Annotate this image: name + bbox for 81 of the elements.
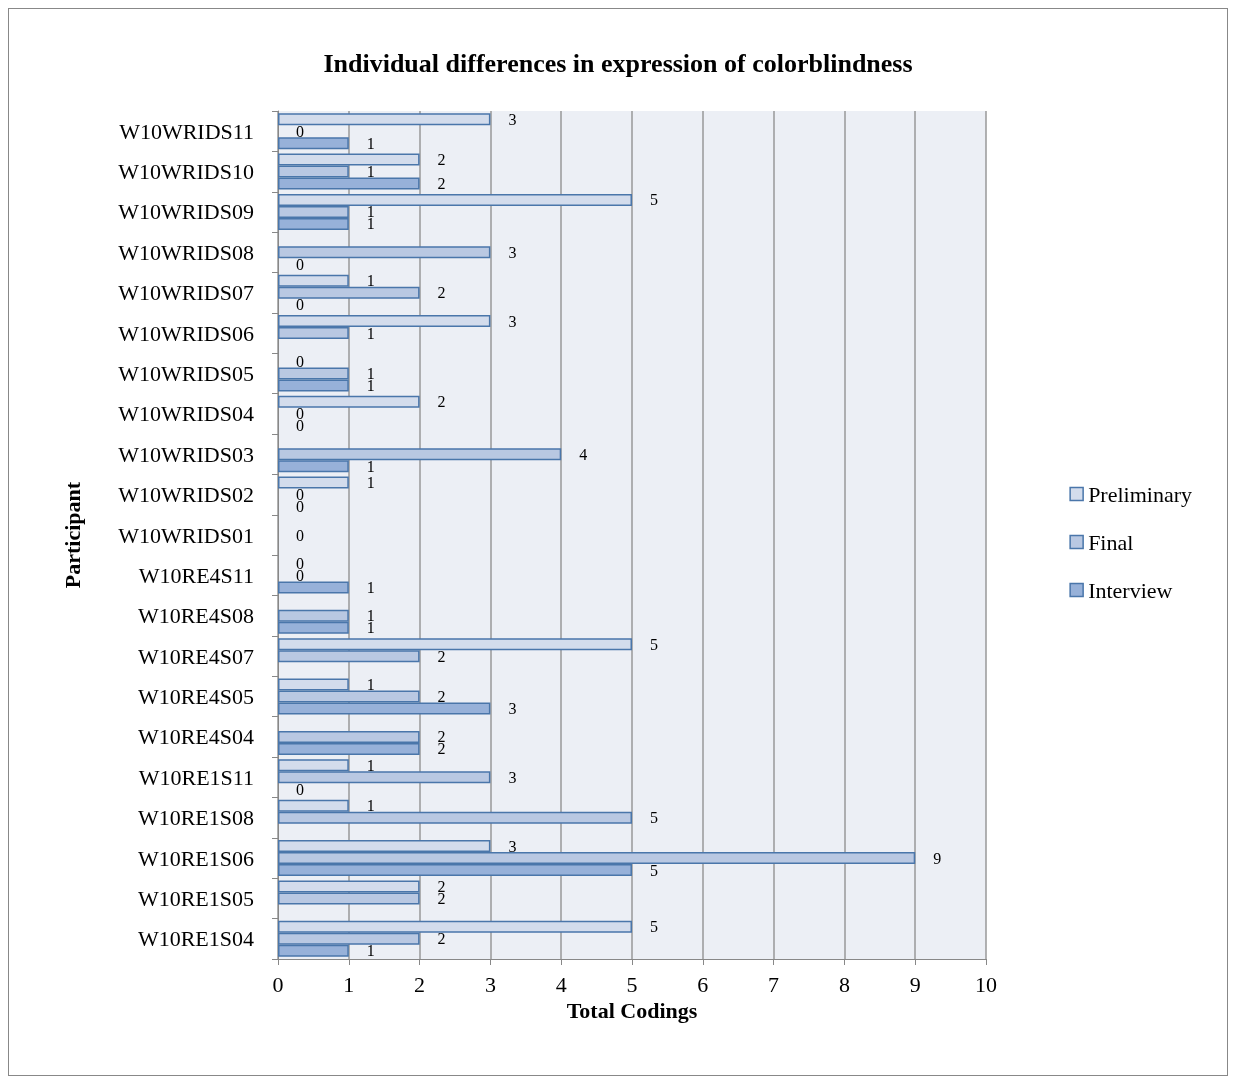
- legend-label: Final: [1088, 529, 1134, 555]
- data-label: 1: [366, 942, 375, 960]
- y-tick-label: W10RE4S11: [138, 562, 254, 588]
- data-label: 1: [366, 578, 375, 596]
- data-label: 0: [296, 296, 304, 314]
- y-tick-label: W10RE4S07: [137, 643, 254, 669]
- x-tick-label: 5: [626, 971, 638, 997]
- y-tick-label: W10RE1S11: [138, 764, 254, 790]
- data-label: 0: [296, 352, 304, 370]
- data-label: 1: [366, 756, 375, 774]
- data-label: 0: [296, 780, 304, 798]
- data-label: 1: [366, 457, 375, 475]
- data-label: 1: [366, 797, 375, 815]
- bar: [278, 113, 491, 126]
- x-tick-label: 8: [838, 971, 850, 997]
- data-label: 3: [508, 768, 517, 786]
- y-tick-label: W10RE4S08: [137, 603, 254, 629]
- data-label: 3: [508, 312, 517, 330]
- y-tick-label: W10WRIDS06: [118, 320, 254, 346]
- bar: [278, 137, 349, 150]
- y-tick-label: W10WRIDS08: [118, 239, 254, 265]
- x-axis-title: Total Codings: [566, 998, 698, 1024]
- data-label: 2: [437, 647, 446, 665]
- x-tick-label: 7: [768, 971, 780, 997]
- data-label: 2: [437, 175, 446, 193]
- data-label: 5: [650, 809, 658, 827]
- data-label: 2: [437, 688, 446, 706]
- bar: [278, 246, 491, 259]
- y-tick-label: W10WRIDS02: [118, 482, 254, 508]
- y-tick-label: W10WRIDS05: [118, 360, 254, 386]
- x-tick-label: 2: [414, 971, 426, 997]
- data-label: 1: [366, 324, 375, 342]
- y-tick-label: W10WRIDS11: [119, 118, 254, 144]
- data-label: 2: [437, 284, 446, 302]
- y-tick-label: W10WRIDS09: [118, 199, 254, 225]
- bar: [278, 476, 349, 489]
- data-label: 3: [508, 110, 517, 128]
- data-label: 4: [579, 445, 588, 463]
- x-tick-label: 6: [697, 971, 709, 997]
- data-label: 0: [296, 526, 304, 544]
- data-label: 9: [933, 849, 942, 867]
- data-label: 1: [366, 163, 375, 181]
- data-label: 1: [366, 272, 375, 290]
- y-tick-label: W10RE1S06: [137, 845, 254, 871]
- x-tick-label: 9: [909, 971, 921, 997]
- data-label: 0: [296, 122, 304, 140]
- y-tick-label: W10RE4S04: [137, 724, 254, 750]
- y-axis-title: Participant: [59, 481, 85, 589]
- y-tick-label: W10WRIDS01: [118, 522, 254, 548]
- data-label: 5: [650, 191, 658, 209]
- data-label: 1: [366, 676, 375, 694]
- legend-label: Preliminary: [1088, 481, 1193, 507]
- y-tick-label: W10WRIDS07: [118, 280, 254, 306]
- data-label: 5: [650, 635, 658, 653]
- y-tick-label: W10RE1S04: [137, 926, 254, 952]
- y-tick-label: W10RE1S08: [137, 805, 254, 831]
- legend-label: Interview: [1088, 577, 1173, 603]
- x-tick-label: 0: [272, 971, 284, 997]
- x-tick-label: 10: [975, 971, 997, 997]
- data-label: 1: [366, 474, 375, 492]
- x-tick-label: 1: [343, 971, 355, 997]
- data-label: 2: [437, 151, 446, 169]
- data-label: 2: [437, 930, 446, 948]
- x-tick-label: 3: [484, 971, 496, 997]
- y-tick-label: W10RE4S05: [137, 684, 254, 710]
- data-label: 2: [437, 393, 446, 411]
- chart-title: Individual differences in expression of colorblindness: [323, 48, 913, 78]
- y-tick-label: W10WRIDS03: [118, 441, 254, 467]
- y-tick-label: W10WRIDS04: [118, 401, 254, 427]
- data-label: 5: [650, 861, 658, 879]
- data-label: 1: [366, 134, 375, 152]
- x-tick-label: 4: [555, 971, 567, 997]
- bar: [278, 581, 349, 594]
- y-tick-label: W10WRIDS10: [118, 159, 254, 185]
- bar: [278, 395, 420, 408]
- data-label: 0: [296, 255, 304, 273]
- data-label: 3: [508, 700, 517, 718]
- data-label: 3: [508, 243, 517, 261]
- data-label: 5: [650, 918, 658, 936]
- data-label: 3: [508, 837, 517, 855]
- y-tick-label: W10RE1S05: [137, 885, 254, 911]
